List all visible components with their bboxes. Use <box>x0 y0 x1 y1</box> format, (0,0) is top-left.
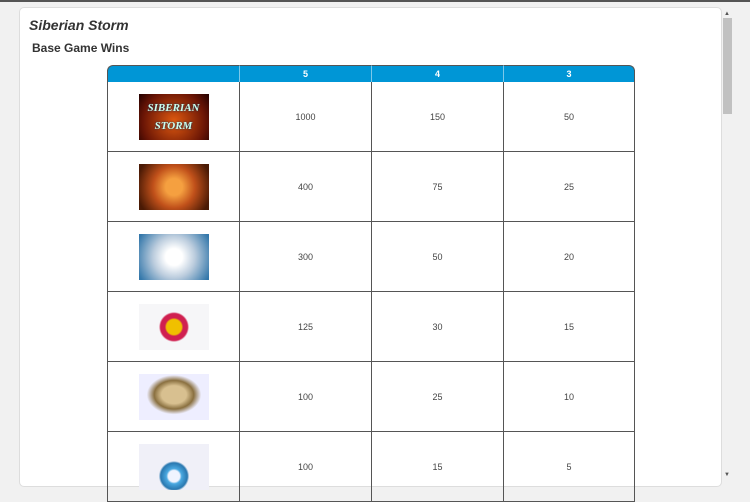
header-symbol <box>107 65 239 82</box>
payout-cell: 15 <box>503 292 635 362</box>
table-row: 300 50 20 <box>107 222 635 292</box>
table-row: SIBERIAN STORM 1000 150 50 <box>107 82 635 152</box>
symbol-cell <box>107 432 239 502</box>
payout-cell: 300 <box>239 222 371 292</box>
payout-cell: 30 <box>371 292 503 362</box>
payout-cell: 50 <box>503 82 635 152</box>
symbol-cell <box>107 292 239 362</box>
payout-cell: 1000 <box>239 82 371 152</box>
paytable-card: Siberian Storm Base Game Wins 5 4 3 SIBE… <box>19 7 722 502</box>
payout-cell: 20 <box>503 222 635 292</box>
header-4: 4 <box>371 65 503 82</box>
amber-bracelet-image <box>138 303 209 350</box>
payout-cell: 10 <box>503 362 635 432</box>
orange-tiger-image <box>138 163 209 210</box>
payout-cell: 5 <box>503 432 635 502</box>
symbol-cell <box>107 152 239 222</box>
white-tiger-image <box>138 233 209 280</box>
payout-cell: 75 <box>371 152 503 222</box>
payout-cell: 25 <box>371 362 503 432</box>
table-row: 100 15 5 <box>107 432 635 502</box>
table-row: 125 30 15 <box>107 292 635 362</box>
payout-cell: 100 <box>239 362 371 432</box>
scrollbar[interactable]: ▲ ▼ <box>722 11 734 481</box>
siberian-storm-logo-image: SIBERIAN STORM <box>138 93 209 140</box>
table-row: 100 25 10 <box>107 362 635 432</box>
paytable: 5 4 3 SIBERIAN STORM 1000 150 50 400 75 25 300 50… <box>107 65 635 502</box>
payout-cell: 15 <box>371 432 503 502</box>
header-3: 3 <box>503 65 635 82</box>
payout-cell: 50 <box>371 222 503 292</box>
window-top-border <box>0 0 750 2</box>
scrollbar-thumb[interactable] <box>723 18 732 114</box>
table-row: 400 75 25 <box>107 152 635 222</box>
scroll-up-icon[interactable]: ▲ <box>724 11 730 17</box>
symbol-cell <box>107 362 239 432</box>
blue-amulet-image <box>138 443 209 490</box>
page-title: Siberian Storm <box>29 17 129 33</box>
symbol-cell <box>107 222 239 292</box>
header-5: 5 <box>239 65 371 82</box>
section-title: Base Game Wins <box>32 41 130 55</box>
payout-cell: 150 <box>371 82 503 152</box>
horn-image <box>138 373 209 420</box>
payout-cell: 25 <box>503 152 635 222</box>
symbol-cell: SIBERIAN STORM <box>107 82 239 152</box>
payout-cell: 125 <box>239 292 371 362</box>
scroll-down-icon[interactable]: ▼ <box>724 472 730 478</box>
payout-cell: 100 <box>239 432 371 502</box>
payout-cell: 400 <box>239 152 371 222</box>
